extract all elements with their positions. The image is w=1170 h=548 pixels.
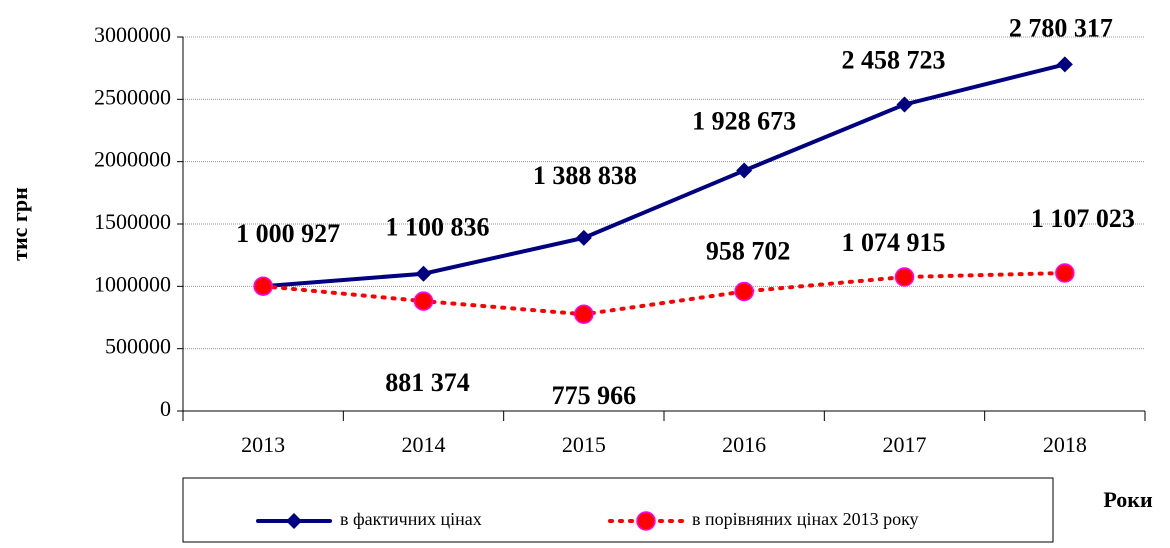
marker xyxy=(734,281,754,302)
series-line xyxy=(261,62,1067,289)
legend-marker xyxy=(636,511,656,531)
marker xyxy=(1056,56,1073,73)
marker xyxy=(894,267,915,287)
marker xyxy=(736,162,753,179)
marker xyxy=(415,265,432,282)
data-label: 1 100 836 xyxy=(386,213,490,242)
data-label: 775 966 xyxy=(552,381,637,410)
legend-label: в порівняних цінах 2013 року xyxy=(692,509,919,529)
x-tick-label: 2014 xyxy=(402,432,446,457)
x-tick-label: 2018 xyxy=(1043,432,1087,457)
marker xyxy=(1055,263,1075,283)
y-tick-label: 500000 xyxy=(105,334,171,359)
marker xyxy=(575,229,592,246)
y-tick-label: 0 xyxy=(160,396,171,421)
marker xyxy=(253,276,273,296)
y-tick-label: 1500000 xyxy=(94,209,171,234)
x-axis-label: Роки xyxy=(1103,487,1153,512)
marker xyxy=(896,96,913,113)
x-tick-label: 2016 xyxy=(722,432,766,457)
data-label: 1 928 673 xyxy=(692,107,796,136)
x-tick-label: 2013 xyxy=(241,432,285,457)
y-tick-label: 2000000 xyxy=(94,147,171,172)
marker xyxy=(574,304,594,325)
y-tick-label: 1000000 xyxy=(94,271,171,296)
legend-label: в фактичних цінах xyxy=(340,509,482,529)
series-line xyxy=(261,270,1067,317)
data-label: 1 388 838 xyxy=(533,161,637,190)
data-label: 1 074 915 xyxy=(842,228,946,257)
y-tick-label: 3000000 xyxy=(94,22,171,47)
y-tick-label: 2500000 xyxy=(94,84,171,109)
x-tick-label: 2017 xyxy=(883,432,927,457)
data-label: 958 702 xyxy=(706,236,791,265)
legend-box xyxy=(182,477,1054,543)
x-tick-label: 2015 xyxy=(562,432,606,457)
data-label: 1 000 927 xyxy=(236,219,340,248)
data-label: 1 107 023 xyxy=(1031,204,1135,233)
y-axis-label: тис грн xyxy=(7,187,32,261)
legend-marker xyxy=(286,513,302,529)
data-label: 2 458 723 xyxy=(842,45,946,74)
data-label: 881 374 xyxy=(385,368,470,397)
data-label: 2 780 317 xyxy=(1009,13,1113,42)
marker xyxy=(413,291,434,311)
